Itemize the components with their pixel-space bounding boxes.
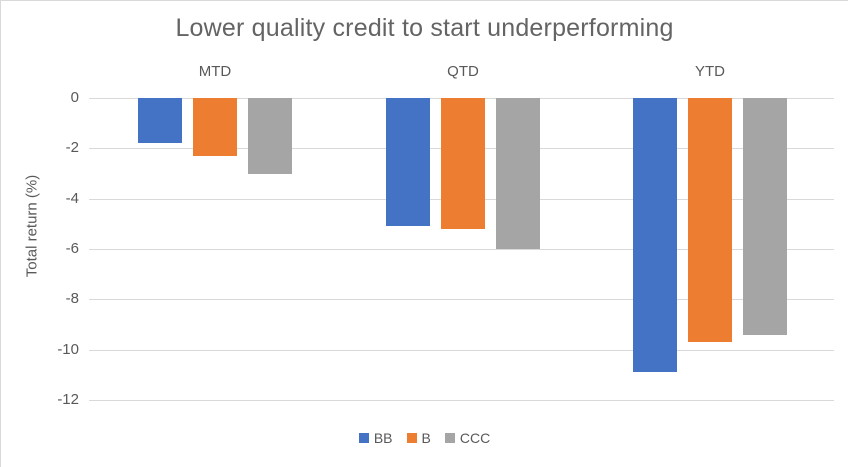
bar-mtd-ccc [248,98,292,174]
y-tick-label: -4 [65,190,79,207]
legend-swatch-icon [406,433,417,443]
category-label-ytd: YTD [695,63,725,80]
legend-swatch-icon [358,433,369,443]
legend-label: B [421,430,431,446]
category-label-mtd: MTD [198,63,232,80]
legend-label: CCC [459,430,491,446]
y-tick-label: -10 [57,341,79,358]
bar-mtd-b [193,98,237,156]
chart-title: Lower quality credit to start underperfo… [175,14,674,42]
y-tick-label: -12 [57,391,79,408]
gridline [89,299,834,300]
bar-qtd-b [441,98,485,229]
bar-ytd-b [688,98,732,342]
legend-item-ccc: CCC [444,430,491,446]
legend-item-bb: BB [358,430,393,446]
legend: BB B CCC [1,430,848,446]
y-tick-label: 0 [70,89,79,106]
y-axis-title: Total return (%) [23,174,41,278]
legend-label: BB [373,430,393,446]
y-tick-label: -8 [65,290,79,307]
bar-mtd-bb [138,98,182,143]
category-label-qtd: QTD [447,63,479,80]
gridline [89,350,834,351]
y-tick-label: -2 [65,139,79,156]
bar-qtd-bb [386,98,430,226]
gridline [89,400,834,401]
bar-qtd-ccc [496,98,540,249]
bar-ytd-bb [633,98,677,372]
legend-swatch-icon [444,433,455,443]
bar-ytd-ccc [743,98,787,335]
gridline [89,249,834,250]
legend-item-b: B [406,430,431,446]
y-tick-label: -6 [65,240,79,257]
